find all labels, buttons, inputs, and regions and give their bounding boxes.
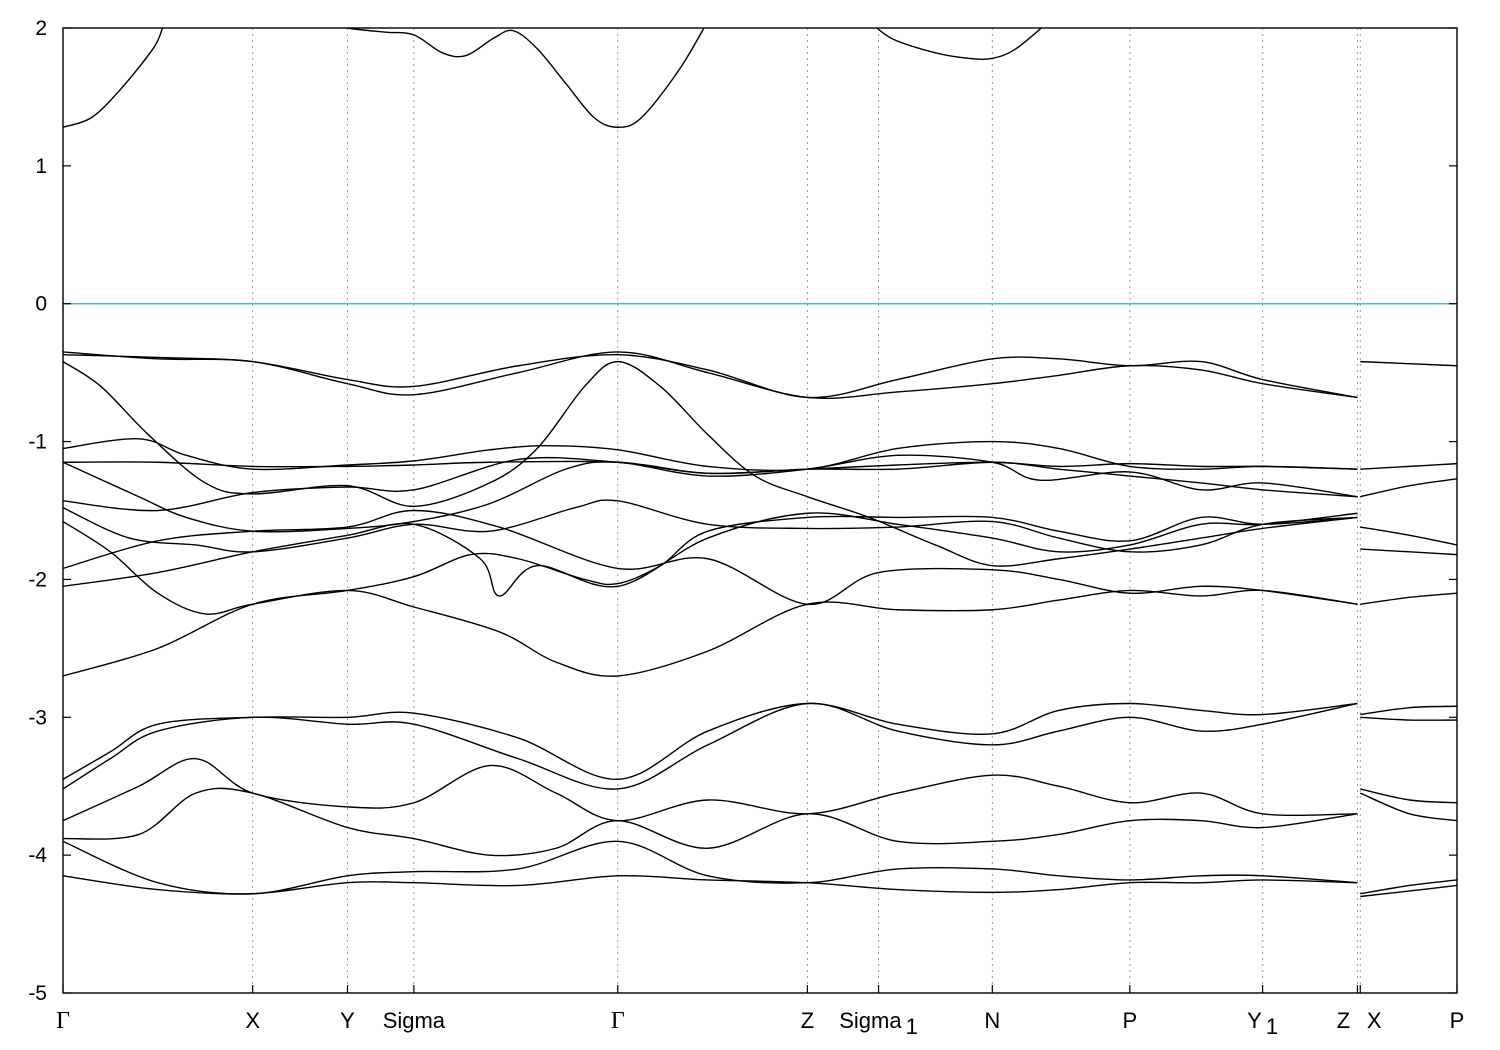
band-5 — [63, 360, 1358, 567]
band-31 — [1360, 879, 1457, 895]
band-28 — [1360, 716, 1457, 721]
band-20 — [63, 840, 1358, 895]
band-curves — [63, 28, 1457, 898]
band-30 — [1359, 792, 1457, 822]
ytick-label-3: -2 — [28, 568, 47, 591]
ytick-label-7: 2 — [35, 17, 47, 40]
ytick-label-0: -5 — [28, 982, 47, 1005]
kpoint-subscript-6: 1 — [906, 1014, 918, 1039]
kpoint-grid-lines — [252, 28, 1361, 993]
ytick-label-4: -1 — [28, 431, 47, 454]
band-18 — [63, 787, 1358, 857]
plot-frame — [62, 27, 1458, 994]
band-23 — [1360, 478, 1457, 498]
band-14 — [63, 515, 1358, 677]
band-26 — [1360, 592, 1457, 605]
band-29 — [1360, 788, 1457, 804]
band-6 — [63, 438, 1358, 472]
kpoint-label-3: Sigma — [383, 1008, 446, 1033]
kpoint-label-0: Γ — [56, 1008, 70, 1034]
band-12 — [63, 509, 1358, 605]
ytick-label-5: 0 — [35, 293, 47, 316]
ytick-label-2: -3 — [28, 706, 47, 729]
kpoint-subscript-9: 1 — [1266, 1014, 1278, 1039]
band-2 — [875, 28, 1043, 60]
kpoint-label-5: Z — [801, 1008, 814, 1033]
band-1 — [343, 28, 705, 128]
band-11 — [63, 520, 1358, 677]
kpoint-label-11: X — [1367, 1008, 1382, 1033]
band-16 — [63, 702, 1358, 790]
band-21 — [1360, 360, 1457, 367]
kpoint-label-12: P — [1450, 1008, 1465, 1033]
kpoint-label-8: P — [1122, 1008, 1137, 1033]
band-32 — [1360, 884, 1457, 898]
kpoint-label-7: N — [984, 1008, 1000, 1033]
kpoint-label-10: Z — [1337, 1008, 1350, 1033]
ytick-label-1: -4 — [28, 844, 47, 867]
ytick-label-6: 1 — [35, 155, 47, 178]
band-19 — [63, 874, 1358, 895]
band-13 — [63, 512, 1358, 597]
band-0 — [63, 28, 164, 128]
band-27 — [1360, 705, 1457, 716]
band-3 — [63, 354, 1358, 399]
band-4 — [63, 351, 1358, 400]
kpoint-label-2: Y — [340, 1008, 355, 1033]
y-axis-ticks: -5 -4 -3 -2 -1 0 1 2 — [28, 17, 1457, 1005]
band-24 — [1360, 526, 1457, 546]
band-25 — [1360, 548, 1457, 556]
band-22 — [1360, 462, 1457, 470]
band-9 — [63, 456, 1358, 512]
kpoint-label-4: Γ — [611, 1008, 625, 1034]
kpoint-label-1: X — [245, 1008, 260, 1033]
